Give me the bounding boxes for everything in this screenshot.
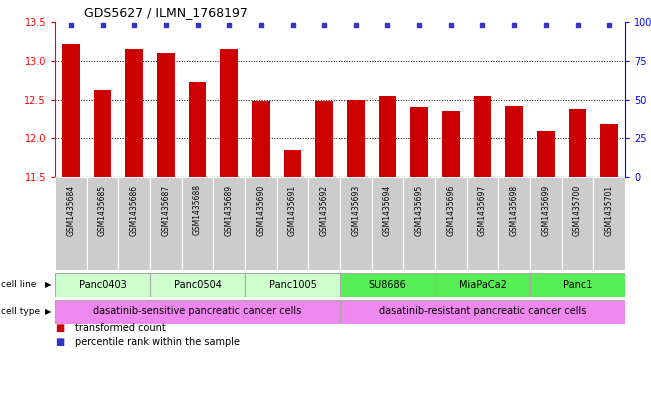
Bar	[62, 44, 79, 177]
Text: GSM1435684: GSM1435684	[66, 184, 76, 235]
Bar	[150, 272, 245, 296]
Bar	[94, 90, 111, 177]
Text: GSM1435697: GSM1435697	[478, 184, 487, 236]
Text: GSM1435685: GSM1435685	[98, 184, 107, 235]
Bar	[309, 177, 340, 270]
Bar	[404, 177, 435, 270]
Text: GSM1435696: GSM1435696	[447, 184, 455, 236]
Bar	[372, 177, 404, 270]
Text: cell type: cell type	[1, 307, 40, 316]
Bar	[277, 177, 309, 270]
Bar	[435, 272, 530, 296]
Text: GSM1435691: GSM1435691	[288, 184, 297, 235]
Text: GSM1435693: GSM1435693	[352, 184, 361, 236]
Text: ▶: ▶	[46, 307, 51, 316]
Text: SU8686: SU8686	[368, 279, 406, 290]
Bar	[505, 106, 523, 177]
Bar	[340, 299, 625, 323]
Bar	[87, 177, 118, 270]
Text: ■: ■	[55, 337, 64, 347]
Bar	[150, 177, 182, 270]
Bar	[55, 272, 150, 296]
Text: dasatinib-resistant pancreatic cancer cells: dasatinib-resistant pancreatic cancer ce…	[379, 307, 586, 316]
Text: Panc1005: Panc1005	[269, 279, 316, 290]
Bar	[189, 83, 206, 177]
Bar	[182, 177, 214, 270]
Text: percentile rank within the sample: percentile rank within the sample	[74, 337, 240, 347]
Bar	[316, 101, 333, 177]
Bar	[530, 272, 625, 296]
Text: ■: ■	[55, 323, 64, 333]
Text: cell line: cell line	[1, 280, 36, 289]
Text: GSM1435694: GSM1435694	[383, 184, 392, 236]
Text: dasatinib-sensitive pancreatic cancer cells: dasatinib-sensitive pancreatic cancer ce…	[93, 307, 301, 316]
Bar	[221, 49, 238, 177]
Text: GSM1435701: GSM1435701	[605, 184, 614, 235]
Bar	[411, 107, 428, 177]
Bar	[379, 95, 396, 177]
Bar	[537, 130, 555, 177]
Text: GSM1435690: GSM1435690	[256, 184, 266, 236]
Bar	[55, 177, 87, 270]
Text: GSM1435688: GSM1435688	[193, 184, 202, 235]
Bar	[498, 177, 530, 270]
Bar	[340, 272, 435, 296]
Bar	[569, 109, 586, 177]
Bar	[55, 299, 340, 323]
Bar	[474, 95, 492, 177]
Bar	[284, 150, 301, 177]
Text: GSM1435700: GSM1435700	[573, 184, 582, 236]
Text: Panc0403: Panc0403	[79, 279, 126, 290]
Bar	[530, 177, 562, 270]
Text: GSM1435686: GSM1435686	[130, 184, 139, 235]
Text: GSM1435689: GSM1435689	[225, 184, 234, 235]
Text: ▶: ▶	[46, 280, 51, 289]
Bar	[340, 177, 372, 270]
Bar	[214, 177, 245, 270]
Bar	[467, 177, 498, 270]
Text: GSM1435699: GSM1435699	[542, 184, 550, 236]
Bar	[126, 49, 143, 177]
Text: Panc1: Panc1	[563, 279, 592, 290]
Text: Panc0504: Panc0504	[174, 279, 221, 290]
Text: GSM1435692: GSM1435692	[320, 184, 329, 235]
Bar	[118, 177, 150, 270]
Bar	[347, 99, 365, 177]
Bar	[252, 101, 270, 177]
Text: GSM1435687: GSM1435687	[161, 184, 171, 235]
Text: GDS5627 / ILMN_1768197: GDS5627 / ILMN_1768197	[83, 6, 247, 19]
Text: GSM1435698: GSM1435698	[510, 184, 519, 235]
Bar	[442, 111, 460, 177]
Bar	[157, 53, 174, 177]
Text: transformed count: transformed count	[74, 323, 165, 333]
Text: GSM1435695: GSM1435695	[415, 184, 424, 236]
Bar	[435, 177, 467, 270]
Bar	[593, 177, 625, 270]
Bar	[562, 177, 593, 270]
Bar	[600, 124, 618, 177]
Text: MiaPaCa2: MiaPaCa2	[458, 279, 506, 290]
Bar	[245, 177, 277, 270]
Bar	[245, 272, 340, 296]
